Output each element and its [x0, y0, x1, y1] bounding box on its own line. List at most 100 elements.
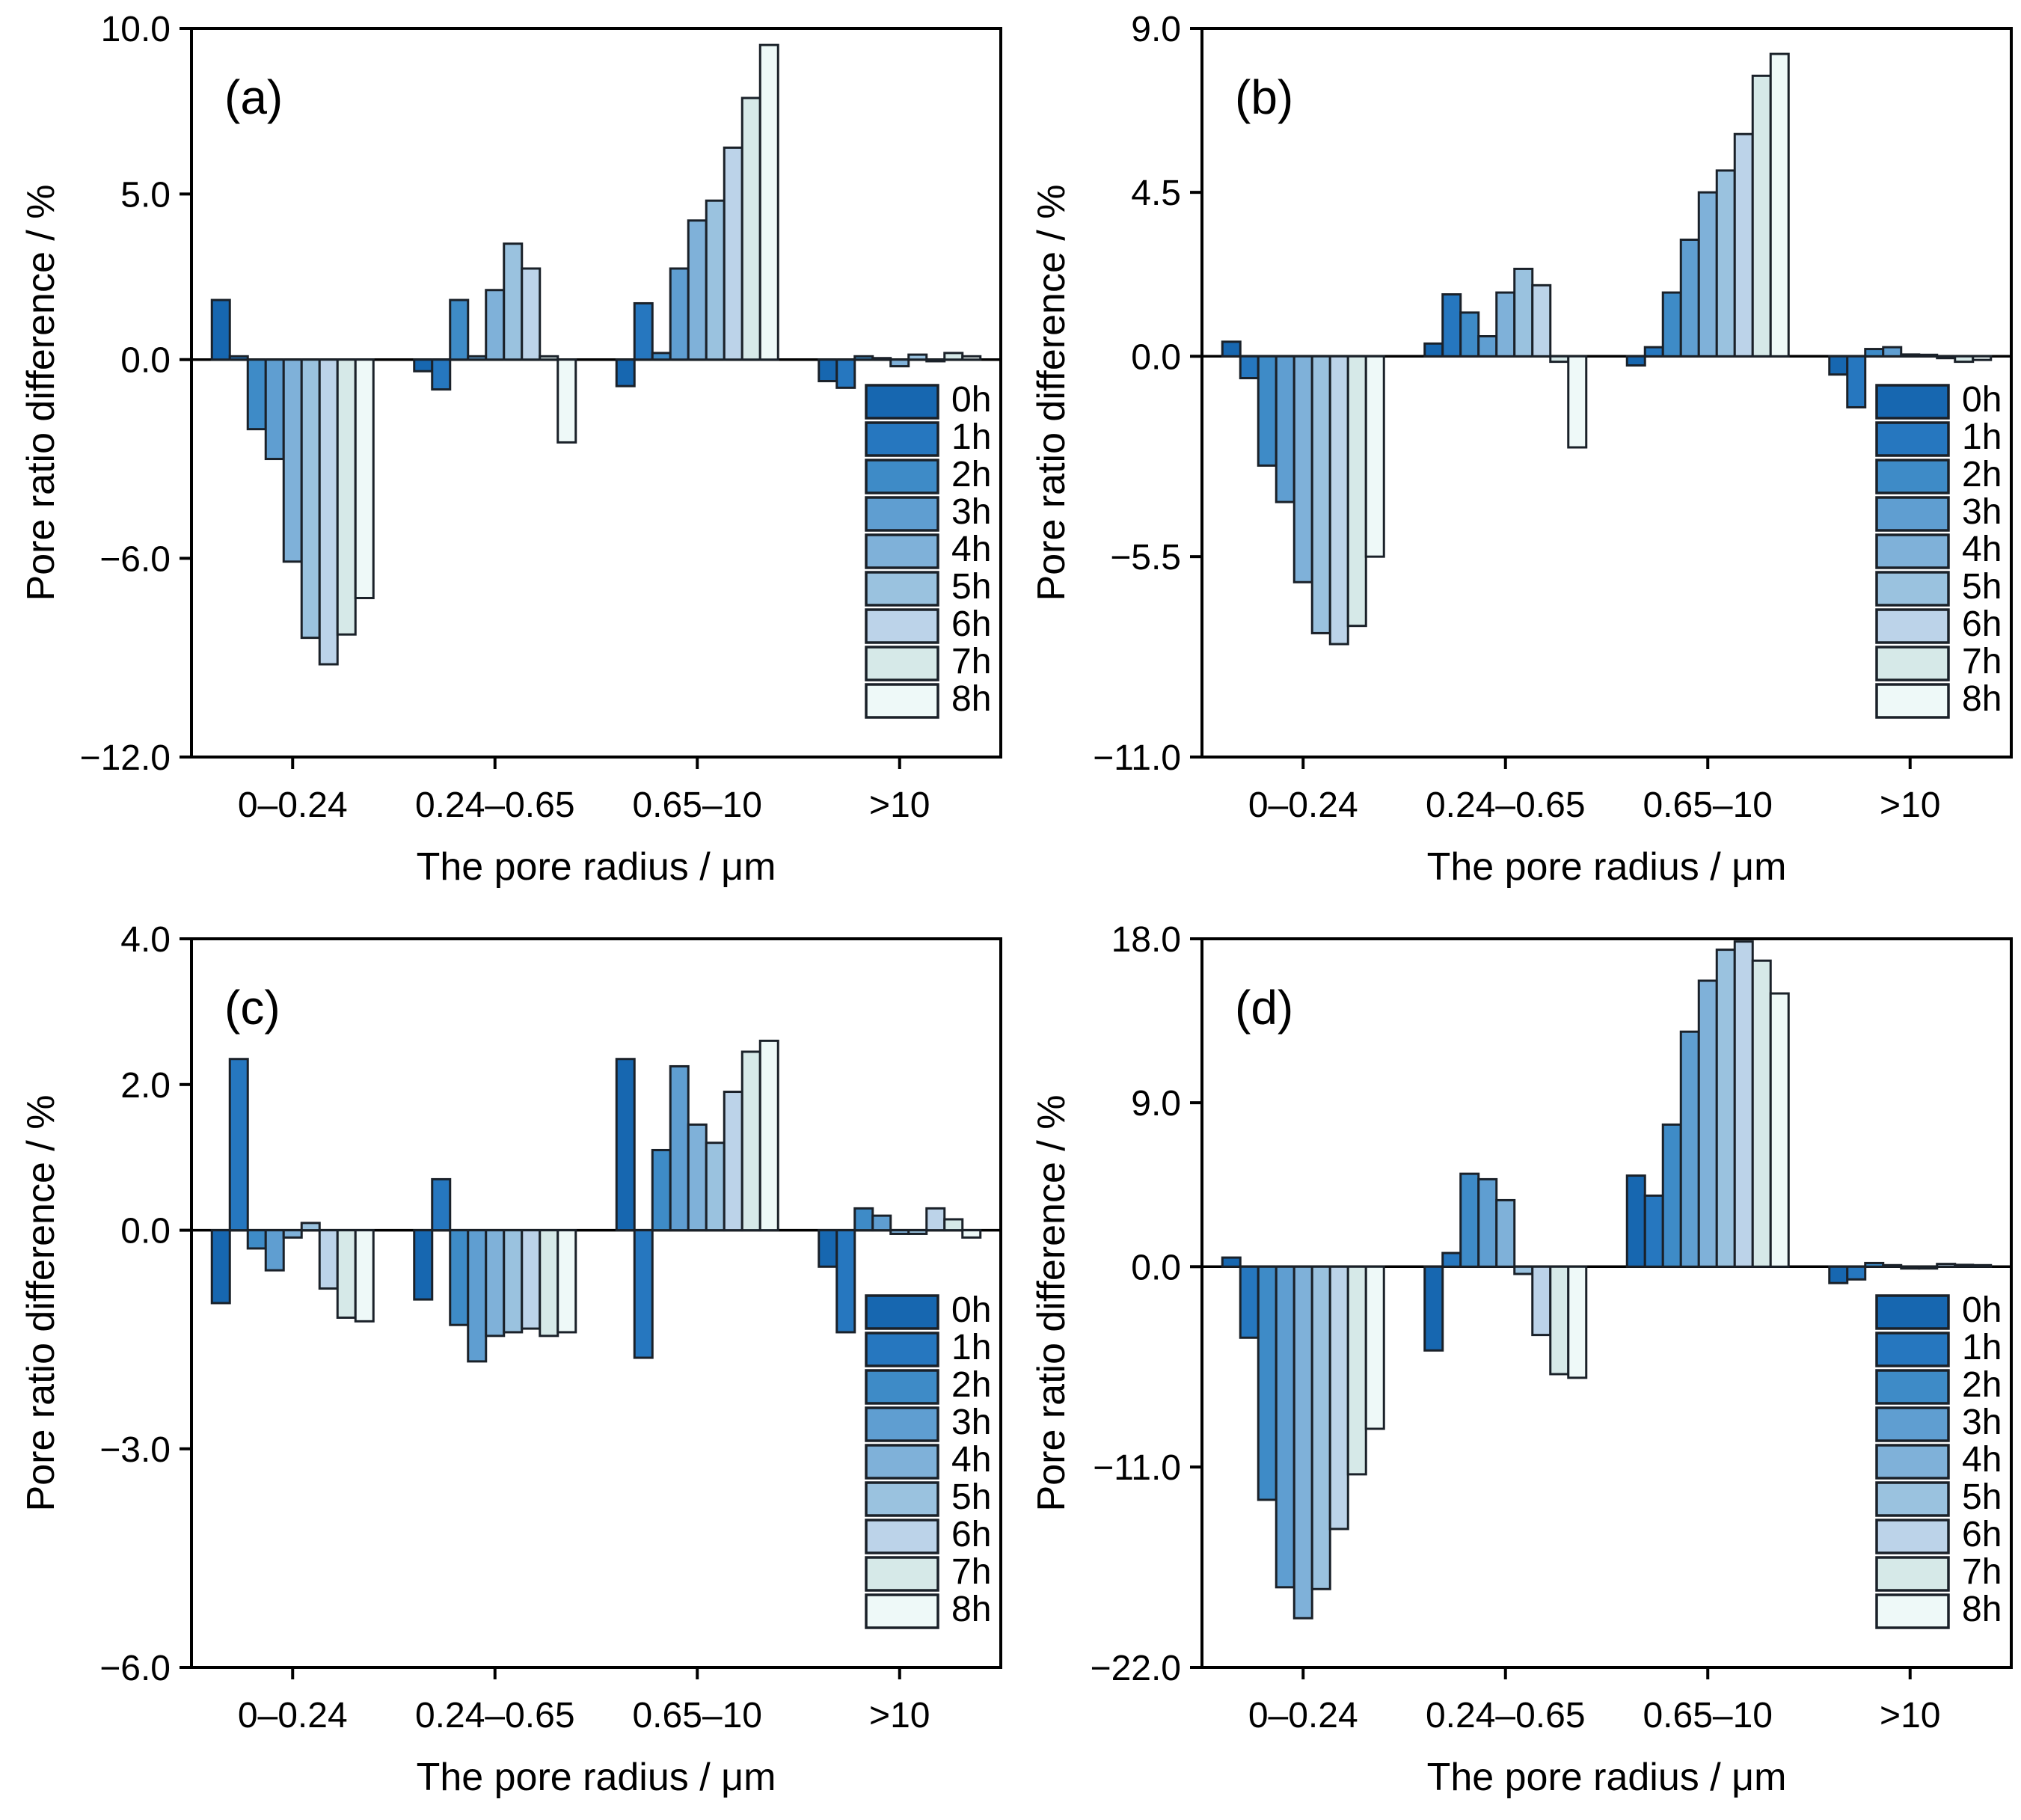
- legend-label: 8h: [1962, 1590, 2002, 1629]
- legend-label: 7h: [1962, 1552, 2002, 1592]
- legend-label: 4h: [1962, 530, 2002, 569]
- bar-d-cat1-0h: [1423, 1265, 1444, 1352]
- plot-content: 4.0 2.0 0.0 −3.0 −6.0 0–0.24 0.24–0.65 0.65–10 >…: [99, 920, 1001, 1735]
- legend-swatch-2h: [1875, 1369, 1950, 1405]
- bar-a-cat1-1h: [431, 358, 452, 391]
- bar-a-cat2-1h: [633, 301, 654, 361]
- y-tick-label: 0.0: [1131, 1248, 1181, 1287]
- bar-c-cat1-3h: [467, 1229, 488, 1363]
- bar-d-cat1-5h: [1513, 1265, 1534, 1275]
- panel-a-chart: 10.0 5.0 0.0 −6.0 −12.0 0–0.24 0.24–0.65 0.65–1…: [19, 10, 1002, 889]
- y-tick-label: −6.0: [99, 1649, 171, 1688]
- bar-a-cat0-5h: [300, 358, 321, 640]
- legend-swatch-4h: [1875, 1444, 1950, 1480]
- bar-c-cat0-1h: [228, 1058, 249, 1232]
- panel-b: 9.0 4.5 0.0 −5.5 −11.0 0–0.24 0.24–0.65 0.65–10…: [1010, 0, 2021, 910]
- y-axis-title: Pore ratio difference / %: [1030, 185, 1073, 601]
- bar-c-cat0-0h: [210, 1229, 231, 1305]
- bar-b-cat1-6h: [1531, 284, 1552, 358]
- bar-b-cat1-2h: [1459, 311, 1480, 358]
- legend-label: 0h: [951, 1290, 991, 1330]
- bar-c-cat3-2h: [853, 1207, 874, 1232]
- legend-label: 2h: [1962, 455, 2002, 494]
- legend-swatch-5h: [1875, 571, 1950, 607]
- bar-b-cat2-2h: [1661, 291, 1682, 358]
- plot-frame: [1200, 937, 2013, 1669]
- bar-d-cat1-8h: [1567, 1265, 1588, 1379]
- bar-d-cat0-4h: [1292, 1265, 1313, 1620]
- legend-label: 6h: [951, 1515, 991, 1554]
- bar-c-cat0-3h: [264, 1229, 285, 1272]
- legend-swatch-4h: [1875, 533, 1950, 569]
- bar-d-cat1-6h: [1531, 1265, 1552, 1337]
- y-tick-label: 5.0: [120, 175, 171, 215]
- bar-a-cat2-3h: [669, 267, 690, 361]
- bar-a-cat0-8h: [354, 358, 375, 599]
- bar-c-cat3-3h: [871, 1214, 892, 1232]
- bar-a-cat1-2h: [449, 298, 470, 361]
- x-tick-label: 0–0.24: [238, 1696, 348, 1735]
- bar-b-cat2-6h: [1733, 132, 1754, 358]
- bar-c-cat2-8h: [758, 1039, 779, 1232]
- bar-c-cat0-8h: [354, 1229, 375, 1323]
- bar-a-cat3-2h: [853, 355, 874, 361]
- bar-b-cat3-5h: [1918, 353, 1939, 358]
- bar-a-cat2-5h: [705, 199, 726, 361]
- bar-d-cat0-6h: [1328, 1265, 1349, 1531]
- bar-c-cat1-5h: [503, 1229, 524, 1334]
- bar-c-cat0-7h: [336, 1229, 357, 1319]
- bar-a-cat2-8h: [758, 43, 779, 361]
- y-tick-label: −12.0: [80, 738, 171, 778]
- bar-c-cat2-3h: [669, 1064, 690, 1232]
- legend-swatch-6h: [865, 1519, 939, 1554]
- legend-swatch-8h: [1875, 683, 1950, 719]
- legend-label: 1h: [951, 417, 991, 457]
- legend-label: 7h: [951, 1552, 991, 1592]
- plot-content: 9.0 4.5 0.0 −5.5 −11.0 0–0.24 0.24–0.65 0.65–10…: [1093, 10, 2011, 825]
- bar-b-cat1-4h: [1495, 291, 1516, 358]
- bar-a-cat2-7h: [740, 96, 761, 361]
- bar-d-cat0-3h: [1275, 1265, 1295, 1589]
- legend-label: 4h: [1962, 1440, 2002, 1480]
- bar-b-cat2-5h: [1715, 169, 1736, 358]
- y-tick-label: 4.5: [1131, 174, 1181, 213]
- bar-b-cat0-3h: [1275, 355, 1295, 503]
- bar-d-cat0-0h: [1221, 1256, 1242, 1268]
- legend-label: 5h: [1962, 1477, 2002, 1517]
- plot-content: 10.0 5.0 0.0 −6.0 −12.0 0–0.24 0.24–0.65 0.65–1…: [80, 10, 1001, 825]
- bar-d-cat2-4h: [1697, 979, 1718, 1268]
- bar-c-cat2-5h: [705, 1142, 726, 1232]
- legend-label: 3h: [1962, 1403, 2002, 1442]
- legend-label: 0h: [951, 380, 991, 420]
- legend-label: 6h: [1962, 1515, 2002, 1554]
- plot-frame: [1200, 27, 2013, 759]
- bar-d-cat1-7h: [1549, 1265, 1570, 1376]
- x-tick-label: 0.24–0.65: [415, 785, 575, 825]
- plot-frame: [190, 27, 1002, 759]
- legend-swatch-4h: [865, 1444, 939, 1480]
- bar-c-cat1-7h: [539, 1229, 559, 1338]
- bar-c-cat0-5h: [300, 1222, 321, 1232]
- legend-label: 3h: [951, 492, 991, 532]
- legend-swatch-1h: [865, 1332, 939, 1367]
- x-tick-label: >10: [869, 1696, 930, 1735]
- legend-label: 0h: [1962, 380, 2002, 420]
- y-tick-label: 10.0: [101, 10, 171, 49]
- bar-a-cat0-3h: [264, 358, 285, 461]
- x-tick-label: 0–0.24: [1248, 1696, 1358, 1735]
- bar-a-cat3-5h: [907, 353, 928, 361]
- bar-b-cat3-1h: [1846, 355, 1867, 408]
- bar-b-cat0-8h: [1364, 355, 1385, 558]
- y-tick-label: −11.0: [1093, 1448, 1181, 1488]
- bar-c-cat1-1h: [431, 1177, 452, 1232]
- bar-b-cat3-6h: [1936, 355, 1957, 360]
- bar-a-cat1-0h: [413, 358, 434, 373]
- bar-a-cat0-2h: [246, 358, 267, 431]
- bar-c-cat2-6h: [723, 1091, 743, 1232]
- bar-b-cat3-8h: [1972, 355, 1993, 361]
- bar-a-cat0-7h: [336, 358, 357, 636]
- x-tick-label: >10: [1880, 1696, 1940, 1735]
- bar-d-cat2-2h: [1661, 1123, 1682, 1268]
- bar-c-cat3-5h: [907, 1229, 928, 1235]
- plot-content: 18.0 9.0 0.0 −11.0 −22.0 0–0.24 0.24–0.65 0.65–…: [1091, 920, 2011, 1735]
